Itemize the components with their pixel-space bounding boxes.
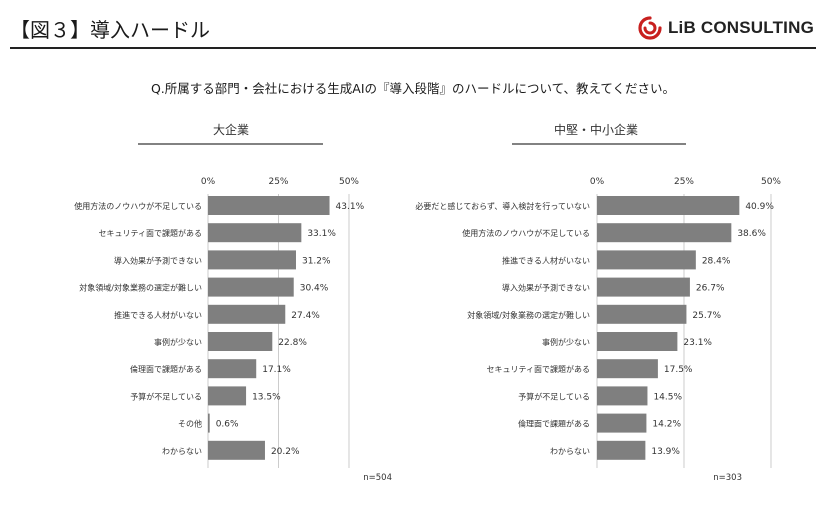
tick-label: 0% xyxy=(590,177,605,187)
value-label: 43.1% xyxy=(336,202,365,212)
sample-size-note: n=504 xyxy=(363,473,392,483)
chart-title: 大企業 xyxy=(213,122,249,137)
category-label: 対象領域/対象業務の選定が難しい xyxy=(79,283,202,293)
category-label: 推進できる人材がいない xyxy=(502,255,590,265)
value-label: 40.9% xyxy=(745,202,774,212)
bar xyxy=(597,196,740,215)
category-label: わからない xyxy=(550,447,590,456)
sample-size-note: n=303 xyxy=(713,473,742,483)
bar xyxy=(597,332,678,351)
category-label: 予算が不足している xyxy=(518,391,590,401)
bar xyxy=(208,359,257,379)
figure-title: 【図３】導入ハードル xyxy=(10,18,210,42)
bar xyxy=(597,304,687,324)
bar xyxy=(208,304,286,324)
value-label: 14.2% xyxy=(652,420,681,430)
value-label: 27.4% xyxy=(291,311,320,321)
category-label: 予算が不足している xyxy=(130,391,202,401)
value-label: 28.4% xyxy=(702,256,731,266)
logo-text: LiB CONSULTING xyxy=(667,18,814,37)
category-label: 倫理面で課題がある xyxy=(130,364,202,374)
value-label: 14.5% xyxy=(653,392,682,402)
category-label: 対象領域/対象業務の選定が難しい xyxy=(467,310,590,320)
bar xyxy=(208,386,247,406)
header-divider xyxy=(10,47,816,49)
value-label: 23.1% xyxy=(683,338,712,348)
company-logo: LiB CONSULTING xyxy=(638,16,814,40)
tick-label: 0% xyxy=(201,177,216,187)
value-label: 38.6% xyxy=(737,229,766,239)
category-label: 使用方法のノウハウが不足している xyxy=(462,228,590,238)
bar xyxy=(208,223,302,243)
tick-label: 50% xyxy=(761,177,781,187)
bar xyxy=(597,359,658,379)
bar xyxy=(208,277,294,297)
category-label: セキュリティ面で課題がある xyxy=(486,364,590,374)
category-label: セキュリティ面で課題がある xyxy=(98,228,202,238)
bar xyxy=(208,440,265,460)
tick-label: 25% xyxy=(674,177,694,187)
category-label: 推進できる人材がいない xyxy=(114,310,202,320)
bar xyxy=(597,277,690,297)
category-label: その他 xyxy=(178,419,202,429)
value-label: 0.6% xyxy=(216,420,239,430)
value-label: 13.5% xyxy=(252,392,281,402)
value-label: 17.1% xyxy=(262,365,291,375)
bar xyxy=(597,386,648,406)
bar xyxy=(597,250,696,270)
value-label: 30.4% xyxy=(300,284,329,294)
chart-panel-1: 大企業 0% 25% 50% 使用方法のノウハウが不足している 43.1% セキュリティ面で… xyxy=(74,122,392,483)
category-label: 使用方法のノウハウが不足している xyxy=(74,201,202,211)
tick-label: 50% xyxy=(339,177,359,187)
bar xyxy=(597,413,647,433)
bar xyxy=(597,440,646,460)
bar xyxy=(208,196,330,215)
value-label: 26.7% xyxy=(696,284,725,294)
value-label: 22.8% xyxy=(278,338,307,348)
value-label: 25.7% xyxy=(692,311,721,321)
value-label: 20.2% xyxy=(271,447,300,457)
category-label: 事例が少ない xyxy=(542,337,590,347)
tick-label: 25% xyxy=(268,177,288,187)
category-label: 導入効果が予測できない xyxy=(114,255,202,265)
category-label: 事例が少ない xyxy=(154,337,202,347)
value-label: 17.5% xyxy=(664,365,693,375)
value-label: 13.9% xyxy=(651,447,680,457)
logo-swirl-icon xyxy=(638,16,662,40)
value-label: 33.1% xyxy=(307,229,336,239)
bar xyxy=(208,250,296,270)
category-label: 必要だと感じておらず、導入検討を行っていない xyxy=(415,201,590,211)
chart-panel-2: 中堅・中小企業 0% 25% 50% 必要だと感じておらず、導入検討を行っていない 40.… xyxy=(415,122,781,483)
category-label: 倫理面で課題がある xyxy=(518,419,590,429)
category-label: わからない xyxy=(162,447,202,456)
bar xyxy=(597,223,732,243)
chart-title: 中堅・中小企業 xyxy=(554,122,638,137)
bar xyxy=(208,413,210,433)
value-label: 31.2% xyxy=(302,256,331,266)
survey-question: Q.所属する部門・会社における生成AIの『導入段階』のハードルについて、教えてく… xyxy=(150,81,676,96)
bar xyxy=(208,332,273,351)
category-label: 導入効果が予測できない xyxy=(502,283,590,293)
